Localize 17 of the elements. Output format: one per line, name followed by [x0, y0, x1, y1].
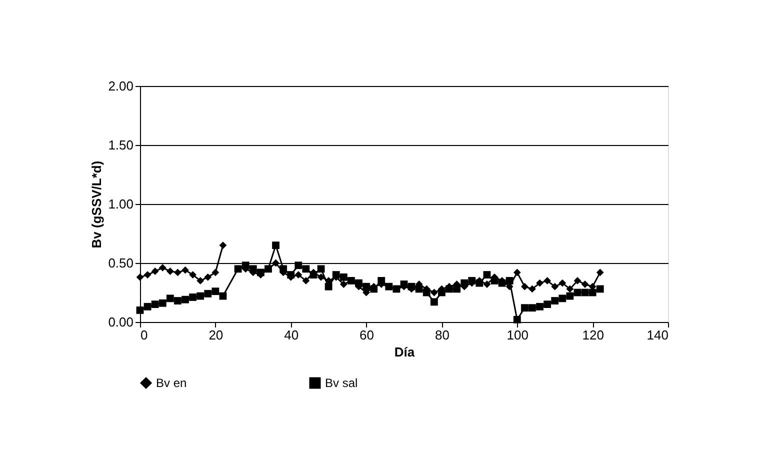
x-tick-label: 140	[646, 328, 668, 342]
y-tick-label: 1.50	[108, 138, 134, 152]
legend-label: Bv en	[156, 376, 187, 390]
x-tick-label: 40	[284, 328, 299, 342]
y-tick-label: 0.50	[108, 256, 134, 270]
y-tick-label: 2.00	[108, 78, 134, 94]
x-tick-label: 20	[208, 328, 224, 342]
y-tick-label: 0.00	[108, 314, 134, 330]
y-axis-title: Bv (gSSV/L*d)	[89, 160, 104, 248]
x-tick-label: 100	[506, 328, 528, 342]
x-tick-label: 120	[582, 328, 604, 342]
x-axis-title: Día	[394, 344, 416, 360]
y-tick-label: 1.00	[108, 196, 134, 212]
legend-label: Bv sal	[325, 376, 358, 390]
x-tick-label: 80	[434, 328, 450, 342]
x-tick-label: 60	[360, 328, 374, 342]
x-tick-label: 0	[140, 328, 148, 342]
